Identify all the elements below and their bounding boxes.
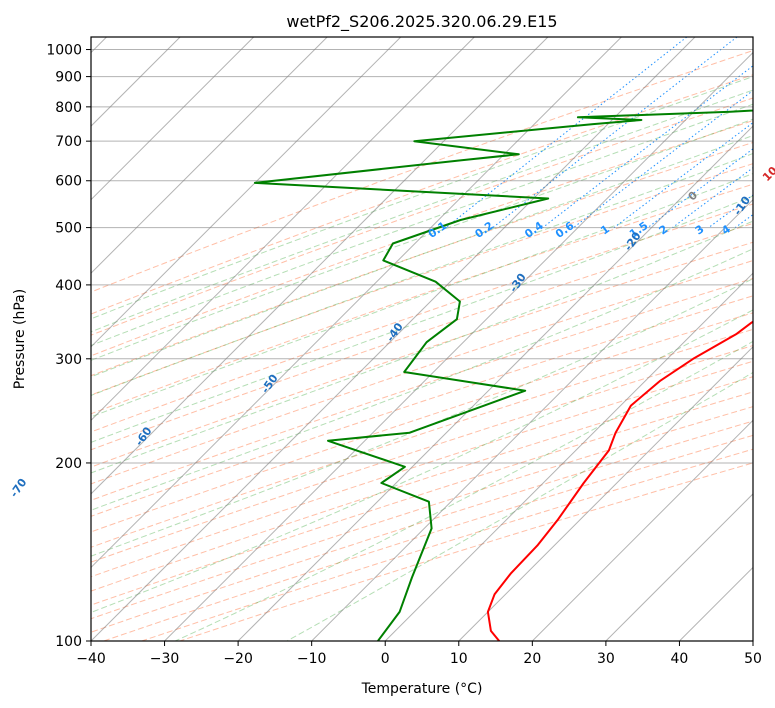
dry-adiabat-line (91, 49, 753, 293)
y-tick-label: 200 (55, 456, 82, 472)
mixing-ratio-line (542, 65, 753, 228)
x-tick-label: 20 (523, 651, 541, 667)
dry-adiabat-line (91, 222, 753, 451)
axis-ticks: −40 −30 −20 −10 0 10 20 30 40 50 100 200 300 400 500 60… (46, 43, 762, 667)
y-tick-label: 100 (55, 634, 82, 650)
moist-adiabat-line (91, 172, 753, 418)
x-axis-label: Temperature (°C) (361, 681, 483, 697)
y-tick-label: 900 (55, 70, 82, 86)
plot-frame (90, 36, 754, 642)
x-tick-label: 0 (381, 651, 390, 667)
moist-adiabat-line (91, 309, 753, 614)
mixing-ratio-line (573, 89, 753, 228)
x-tick-label: −10 (297, 651, 327, 667)
y-tick-label: 1000 (46, 43, 82, 59)
dry-adiabat-line (91, 241, 753, 468)
moist-adiabat-line (286, 371, 753, 641)
isotherm-line (384, 272, 753, 641)
isotherm-line (237, 125, 753, 641)
dewpoint-profile-line (253, 109, 753, 641)
moist-adiabat-line (91, 278, 753, 557)
y-tick-label: 500 (55, 221, 82, 237)
dry-adiabat-line (91, 360, 753, 578)
temperature-profile-line (486, 320, 753, 641)
dry-adiabat-line (91, 277, 753, 501)
y-tick-label: 400 (55, 278, 82, 294)
y-tick-label: 600 (55, 174, 82, 190)
dry-adiabat-line (91, 312, 753, 533)
isotherm-line (91, 37, 402, 348)
isotherm-line (91, 37, 622, 569)
chart-title: wetPf2_S206.2025.320.06.29.E15 (286, 12, 557, 32)
y-tick-label: 700 (55, 134, 82, 150)
dry-adiabat-line (91, 376, 753, 592)
isotherm-line (311, 198, 753, 641)
y-tick-label: 300 (55, 352, 82, 368)
x-tick-label: 10 (450, 651, 468, 667)
y-axis-label: Pressure (hPa) (12, 289, 28, 389)
mixing-ratio-line (672, 167, 753, 228)
isotherm-line (458, 346, 753, 641)
isotherm-line (91, 37, 475, 422)
y-tick-label: 800 (55, 100, 82, 116)
dry-adiabat-line (91, 97, 753, 336)
isotherm-line (605, 493, 753, 641)
isotherm-line (164, 51, 753, 641)
x-tick-label: −20 (223, 651, 253, 667)
x-tick-label: 40 (671, 651, 689, 667)
sounding-traces (253, 109, 753, 641)
isotherm-line (91, 37, 328, 274)
moist-adiabat-line (91, 248, 753, 511)
x-tick-label: −30 (150, 651, 180, 667)
dry-adiabat-line (91, 183, 753, 415)
x-tick-label: 30 (597, 651, 615, 667)
moist-adiabat-line (91, 118, 753, 361)
dry-adiabat-line (91, 328, 753, 548)
x-tick-label: −40 (76, 651, 106, 667)
moist-adiabat-line (91, 76, 753, 320)
x-tick-label: 50 (744, 651, 762, 667)
isotherm-line (91, 37, 255, 201)
dry-adiabat-line (91, 163, 753, 396)
moist-adiabat-line (91, 89, 753, 333)
isotherm-line (91, 37, 696, 641)
isotherm-line (531, 419, 753, 641)
